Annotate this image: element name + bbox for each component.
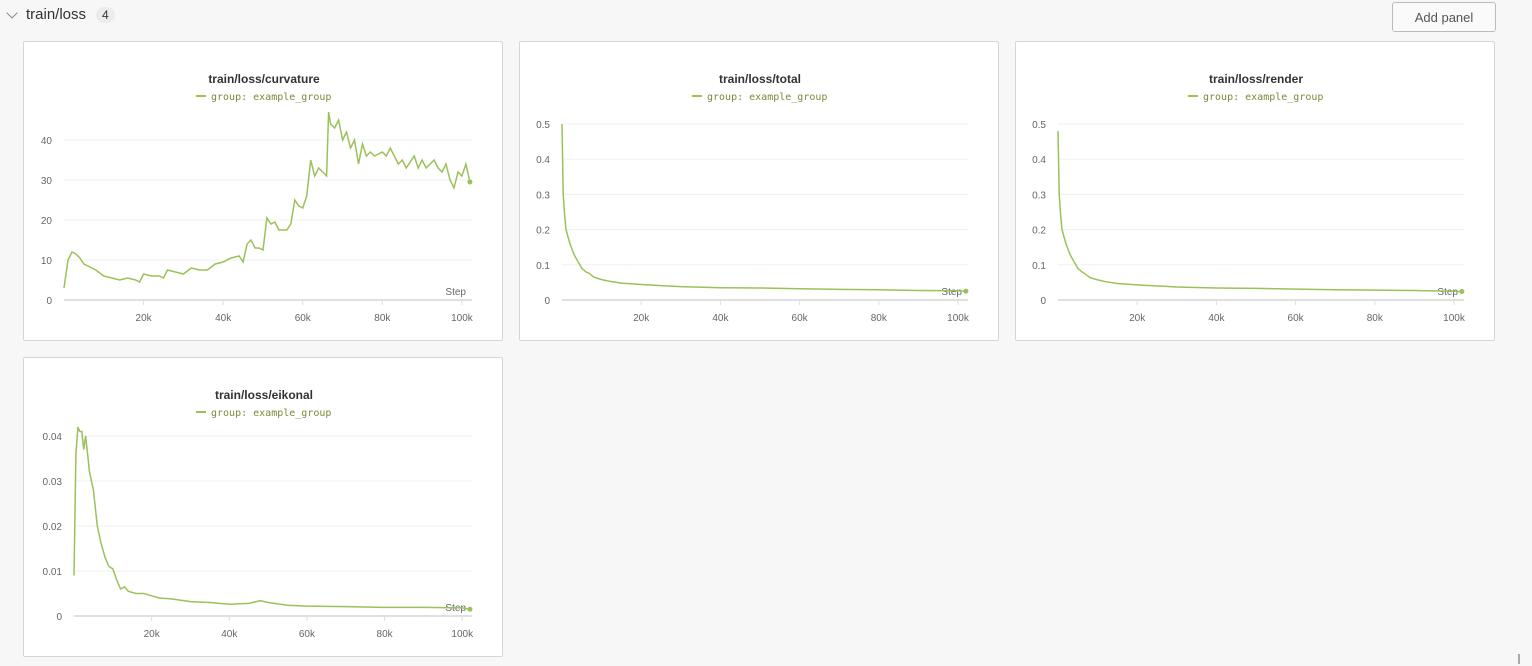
y-tick-label: 0.5 [536, 120, 550, 131]
last-point-marker [1459, 289, 1465, 295]
x-tick-label: 20k [633, 313, 650, 324]
x-tick-label: 60k [299, 629, 316, 640]
y-tick-label: 0 [544, 296, 550, 307]
x-axis-label: Step [445, 287, 466, 298]
x-tick-label: 80k [871, 313, 888, 324]
y-tick-label: 0 [1040, 296, 1046, 307]
x-tick-label: 40k [221, 629, 238, 640]
y-tick-label: 0.3 [1032, 190, 1046, 201]
chart-title: train/loss/render [1209, 72, 1303, 86]
chart-svg: train/loss/total group: example_group 0 0.1… [536, 72, 970, 324]
chart-title: train/loss/eikonal [215, 388, 313, 402]
legend-label: group: example_group [1203, 92, 1323, 103]
y-tick-label: 0.02 [43, 522, 63, 533]
scrollbar[interactable] [1518, 654, 1520, 664]
x-tick-label: 20k [144, 629, 161, 640]
y-tick-label: 0 [46, 296, 52, 307]
y-tick-label: 0.04 [43, 432, 63, 443]
x-tick-label: 20k [1129, 313, 1146, 324]
chart-svg: train/loss/eikonal group: example_group 0 0… [43, 388, 475, 640]
legend-label: group: example_group [707, 92, 827, 103]
x-axis-label: Step [941, 287, 962, 298]
x-tick-label: 40k [712, 313, 729, 324]
y-tick-label: 0.3 [536, 190, 550, 201]
chart-panel-eikonal[interactable]: train/loss/eikonal group: example_group 0 0… [23, 357, 503, 657]
chart-panel-curvature[interactable]: train/loss/curvature group: example_group… [23, 41, 503, 341]
y-tick-label: 0.1 [1032, 261, 1046, 272]
series-line [63, 111, 471, 289]
legend-label: group: example_group [211, 92, 331, 103]
x-tick-label: 80k [377, 629, 394, 640]
y-tick-label: 0 [56, 612, 62, 623]
y-tick-label: 0.5 [1032, 120, 1046, 131]
chart-panel-total[interactable]: train/loss/total group: example_group 0 0.1… [519, 41, 999, 341]
series-line [73, 426, 471, 611]
chart-title: train/loss/total [719, 72, 801, 86]
y-tick-label: 0.4 [1032, 155, 1046, 166]
x-tick-label: 40k [215, 313, 232, 324]
y-tick-label: 0.01 [43, 567, 63, 578]
x-tick-label: 80k [1367, 313, 1384, 324]
series-line [1057, 130, 1462, 293]
y-tick-label: 10 [41, 256, 53, 267]
chart-svg: train/loss/render group: example_group 0 0.… [1032, 72, 1466, 324]
chevron-down-icon[interactable] [6, 6, 18, 19]
x-tick-label: 40k [1208, 313, 1225, 324]
y-tick-label: 0.03 [43, 477, 63, 488]
y-tick-label: 30 [41, 176, 53, 187]
x-tick-label: 20k [136, 313, 153, 324]
series-line [561, 123, 966, 292]
x-tick-label: 60k [295, 313, 312, 324]
y-tick-label: 0.1 [536, 261, 550, 272]
chart-title: train/loss/curvature [208, 72, 320, 86]
y-tick-label: 0.2 [1032, 226, 1046, 237]
x-tick-label: 100k [451, 629, 474, 640]
x-tick-label: 100k [947, 313, 970, 324]
y-tick-label: 0.2 [536, 226, 550, 237]
chart-panel-render[interactable]: train/loss/render group: example_group 0 0.… [1015, 41, 1495, 341]
x-tick-label: 60k [1288, 313, 1305, 324]
x-tick-label: 100k [1443, 313, 1466, 324]
y-tick-label: 20 [41, 216, 53, 227]
y-tick-label: 0.4 [536, 155, 550, 166]
section-title: train/loss [26, 6, 87, 23]
x-tick-label: 100k [451, 313, 474, 324]
y-tick-label: 40 [41, 136, 53, 147]
add-panel-button[interactable]: Add panel [1392, 2, 1496, 32]
legend-label: group: example_group [211, 408, 331, 419]
last-point-marker [467, 606, 473, 612]
chart-svg: train/loss/curvature group: example_group… [41, 72, 474, 324]
panel-count-badge: 4 [96, 6, 115, 23]
x-tick-label: 60k [792, 313, 809, 324]
last-point-marker [963, 288, 969, 294]
section-header[interactable]: train/loss 4 [6, 6, 115, 23]
x-axis-label: Step [1437, 287, 1458, 298]
x-tick-label: 80k [374, 313, 391, 324]
last-point-marker [467, 179, 473, 185]
